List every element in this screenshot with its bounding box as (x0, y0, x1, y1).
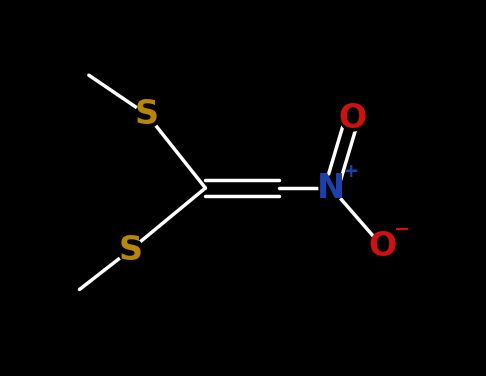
Text: −: − (394, 220, 410, 239)
Text: N: N (317, 171, 346, 205)
Text: O: O (368, 230, 396, 263)
Text: +: + (343, 162, 359, 181)
Text: S: S (135, 98, 159, 131)
Text: O: O (338, 102, 366, 135)
Text: S: S (118, 233, 142, 267)
